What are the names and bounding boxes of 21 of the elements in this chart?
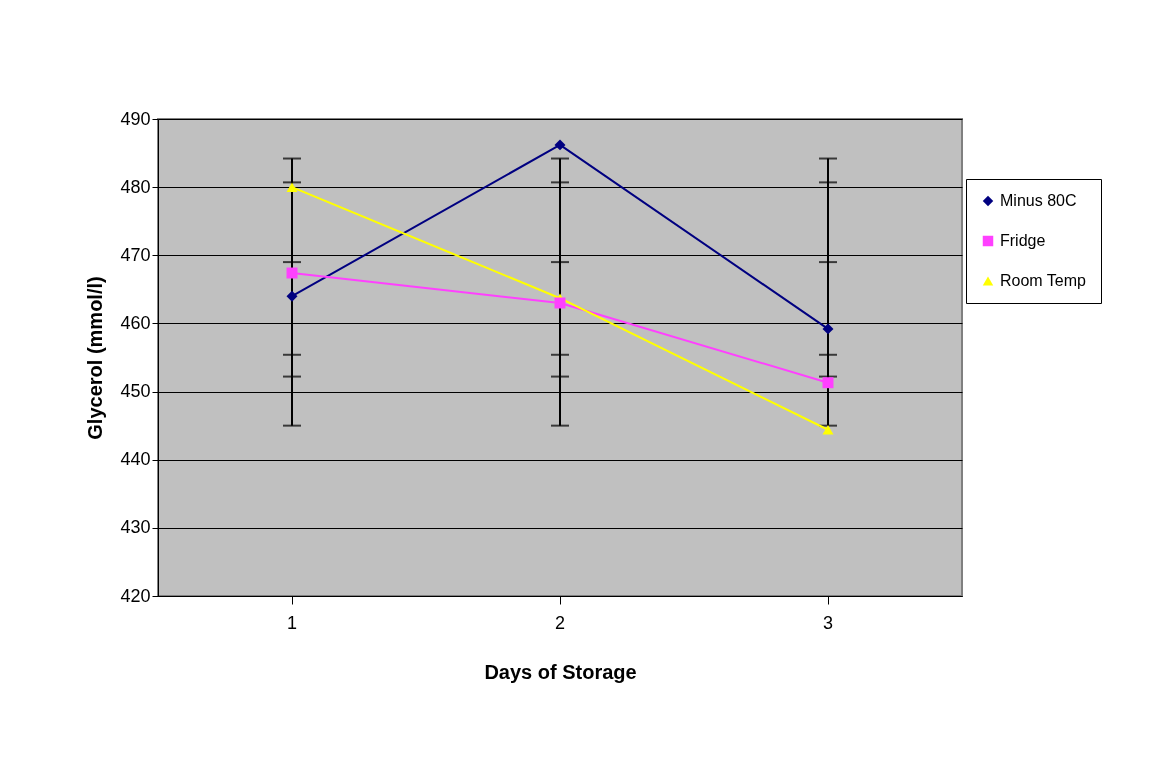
point bbox=[554, 139, 566, 151]
legend-label: Minus 80C bbox=[1000, 192, 1077, 209]
y-tick-label: 450 bbox=[120, 381, 151, 402]
legend-label: Fridge bbox=[1000, 232, 1046, 249]
y-axis-title: Glycerol (mmol/l) bbox=[84, 276, 107, 440]
y-tick-label: 440 bbox=[120, 449, 151, 470]
x-tick-label: 3 bbox=[822, 612, 834, 633]
x-tick-label: 1 bbox=[286, 612, 298, 633]
point bbox=[286, 182, 298, 192]
y-tick-label: 420 bbox=[120, 585, 151, 606]
legend-label: Room Temp bbox=[1000, 272, 1087, 289]
y-tick-label: 480 bbox=[120, 176, 151, 197]
x-axis-title: Days of Storage bbox=[484, 660, 637, 683]
x-tick-label: 2 bbox=[554, 612, 566, 633]
point bbox=[822, 323, 834, 335]
y-tick-label: 490 bbox=[120, 108, 151, 129]
point bbox=[822, 377, 834, 389]
y-tick-label: 470 bbox=[120, 244, 151, 265]
point bbox=[286, 290, 298, 302]
y-tick-label: 460 bbox=[120, 312, 151, 333]
y-tick-label: 430 bbox=[120, 517, 151, 538]
